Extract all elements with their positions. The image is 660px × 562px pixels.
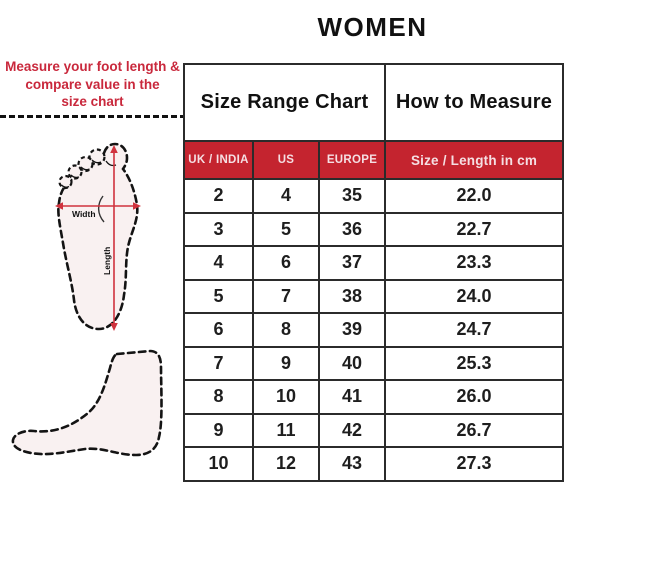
cell-uk-india: 10 <box>183 446 254 482</box>
cell-uk-india: 6 <box>183 312 254 348</box>
cell-length-cm: 24.0 <box>384 278 564 314</box>
table-row: 7 9 40 25.3 <box>183 345 564 381</box>
cell-us: 4 <box>252 178 320 214</box>
cell-length-cm: 26.0 <box>384 379 564 415</box>
big-toe-curl <box>105 160 117 167</box>
cell-europe: 42 <box>318 412 386 448</box>
cell-europe: 39 <box>318 312 386 348</box>
instruction-line-2: compare value in the <box>25 76 160 92</box>
toe-curl <box>70 174 80 179</box>
cell-uk-india: 5 <box>183 278 254 314</box>
instruction-line-1: Measure your foot length & <box>5 59 180 74</box>
cell-length-cm: 24.7 <box>384 312 564 348</box>
group-header-size-range: Size Range Chart <box>183 63 386 142</box>
cell-length-cm: 22.7 <box>384 211 564 247</box>
group-header-how-to-measure: How to Measure <box>384 63 564 142</box>
width-label: Width <box>72 209 96 219</box>
column-header-size-length-cm: Size / Length in cm <box>384 140 564 180</box>
toe-curl <box>80 166 90 171</box>
cell-europe: 40 <box>318 345 386 381</box>
cell-uk-india: 7 <box>183 345 254 381</box>
width-arrow <box>55 202 141 210</box>
table-row: 2 4 35 22.0 <box>183 178 564 214</box>
instruction-line-3: size chart <box>61 94 124 109</box>
cell-europe: 37 <box>318 245 386 281</box>
foot-measurement-diagram: Width Length <box>11 142 163 457</box>
column-header-europe: EUROPE <box>318 140 386 180</box>
length-label: Length <box>102 247 112 275</box>
cell-us: 6 <box>252 245 320 281</box>
size-range-table: Size Range Chart How to Measure UK / IND… <box>183 63 564 482</box>
table-row: 8 10 41 26.0 <box>183 379 564 415</box>
cell-length-cm: 23.3 <box>384 245 564 281</box>
cell-uk-india: 8 <box>183 379 254 415</box>
cell-us: 10 <box>252 379 320 415</box>
column-header-us: US <box>252 140 320 180</box>
cell-europe: 36 <box>318 211 386 247</box>
cell-europe: 38 <box>318 278 386 314</box>
table-row: 10 12 43 27.3 <box>183 446 564 482</box>
cell-us: 12 <box>252 446 320 482</box>
cell-uk-india: 2 <box>183 178 254 214</box>
cell-us: 11 <box>252 412 320 448</box>
table-row: 3 5 36 22.7 <box>183 211 564 247</box>
table-row: 9 11 42 26.7 <box>183 412 564 448</box>
cell-length-cm: 27.3 <box>384 446 564 482</box>
arch-mark <box>97 195 105 223</box>
cell-europe: 41 <box>318 379 386 415</box>
cell-length-cm: 22.0 <box>384 178 564 214</box>
cell-us: 7 <box>252 278 320 314</box>
table-row: 4 6 37 23.3 <box>183 245 564 281</box>
cell-europe: 35 <box>318 178 386 214</box>
dashed-separator <box>0 115 186 118</box>
page-title: WOMEN <box>317 12 428 42</box>
cell-us: 8 <box>252 312 320 348</box>
cell-uk-india: 4 <box>183 245 254 281</box>
table-row: 6 8 39 24.7 <box>183 312 564 348</box>
cell-uk-india: 9 <box>183 412 254 448</box>
toe-curl <box>91 159 102 164</box>
cell-us: 5 <box>252 211 320 247</box>
cell-length-cm: 26.7 <box>384 412 564 448</box>
column-header-uk-india: UK / INDIA <box>183 140 254 180</box>
foot-side-outline <box>11 349 163 457</box>
length-arrow <box>110 145 118 331</box>
toe-circle <box>67 164 83 180</box>
table-row: 5 7 38 24.0 <box>183 278 564 314</box>
cell-europe: 43 <box>318 446 386 482</box>
cell-length-cm: 25.3 <box>384 345 564 381</box>
toe-circle <box>58 174 73 190</box>
cell-us: 9 <box>252 345 320 381</box>
cell-uk-india: 3 <box>183 211 254 247</box>
measure-instruction-text: Measure your foot length & compare value… <box>2 58 183 111</box>
toe-curl <box>61 184 70 188</box>
